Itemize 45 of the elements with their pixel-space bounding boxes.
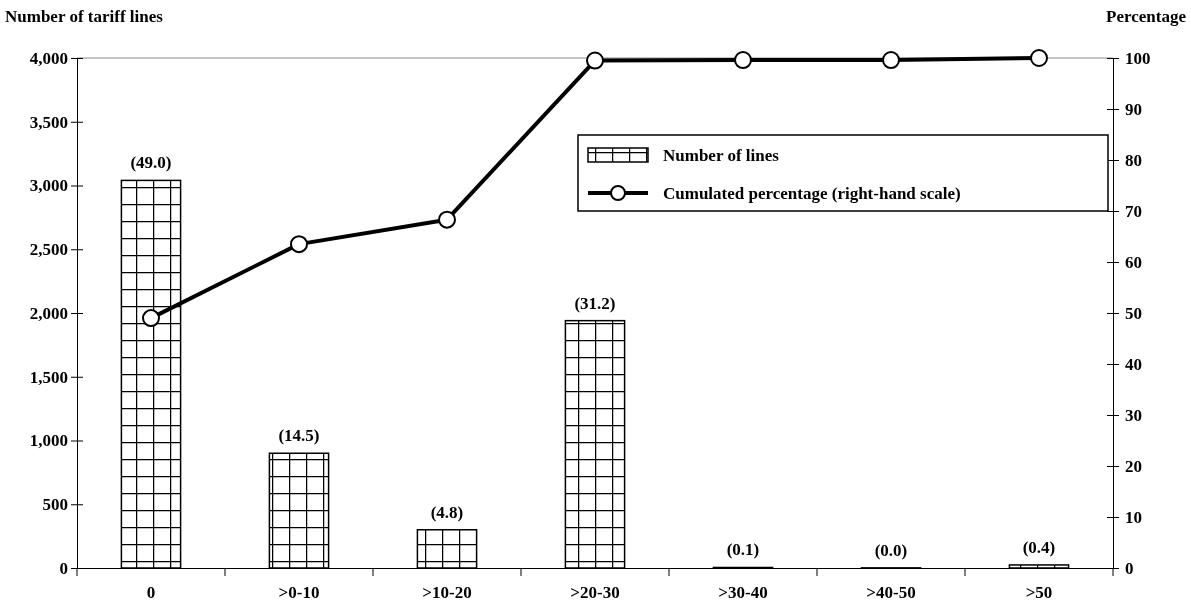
x-tick-label: >10-20 <box>422 583 472 603</box>
y-tick-label: 4,000 <box>29 48 68 68</box>
y2-tick-label: 0 <box>1125 558 1134 578</box>
annotation: (4.8) <box>430 502 464 522</box>
annotation: (0.0) <box>874 540 908 560</box>
point <box>438 210 456 229</box>
y2-tick-label: 10 <box>1125 507 1142 527</box>
x-tick-label: >50 <box>1025 583 1053 603</box>
y-tick-label: 1,000 <box>29 431 68 451</box>
y-tick-label: 3,000 <box>29 176 68 196</box>
point <box>1030 49 1048 67</box>
y2-tick-label: 50 <box>1125 303 1142 323</box>
annotation: (0.1) <box>726 540 760 560</box>
y-axis-title: Number of tariff lines <box>5 7 164 26</box>
y2-tick-label: 30 <box>1125 405 1142 425</box>
annotation: (49.0) <box>130 153 172 173</box>
y-tick-label: 0 <box>59 558 68 578</box>
y2-tick-label: 40 <box>1125 354 1142 374</box>
y-tick-label: 1,500 <box>29 367 68 387</box>
point <box>734 51 752 70</box>
point <box>290 235 308 254</box>
y2-tick-label: 80 <box>1125 150 1142 170</box>
y2-tick-label: 90 <box>1125 99 1142 119</box>
x-tick-label: >40-50 <box>866 583 916 603</box>
legend-label: Cumulated percentage (right-hand scale) <box>663 184 961 203</box>
x-tick-label: >20-30 <box>570 583 620 603</box>
y-tick-label: 3,500 <box>29 112 68 132</box>
y-tick-label: 2,000 <box>29 303 68 323</box>
annotation: (14.5) <box>278 426 320 446</box>
y2-axis-title: Percentage <box>1106 7 1187 26</box>
x-tick-label: >0-10 <box>278 583 320 603</box>
y2-tick-label: 100 <box>1125 48 1151 68</box>
point <box>882 51 900 70</box>
point <box>142 309 160 328</box>
point <box>586 51 604 70</box>
y-tick-label: 500 <box>42 495 68 515</box>
x-tick-label: >30-40 <box>718 583 768 603</box>
legend-label: Number of lines <box>663 146 780 165</box>
y-tick-label: 2,500 <box>29 240 68 260</box>
x-tick-label: 0 <box>146 583 156 603</box>
y2-tick-label: 20 <box>1125 456 1142 476</box>
y2-tick-label: 60 <box>1125 252 1142 272</box>
y2-tick-label: 70 <box>1125 201 1142 221</box>
annotation: (0.4) <box>1022 537 1056 557</box>
annotation: (31.2) <box>574 293 616 313</box>
